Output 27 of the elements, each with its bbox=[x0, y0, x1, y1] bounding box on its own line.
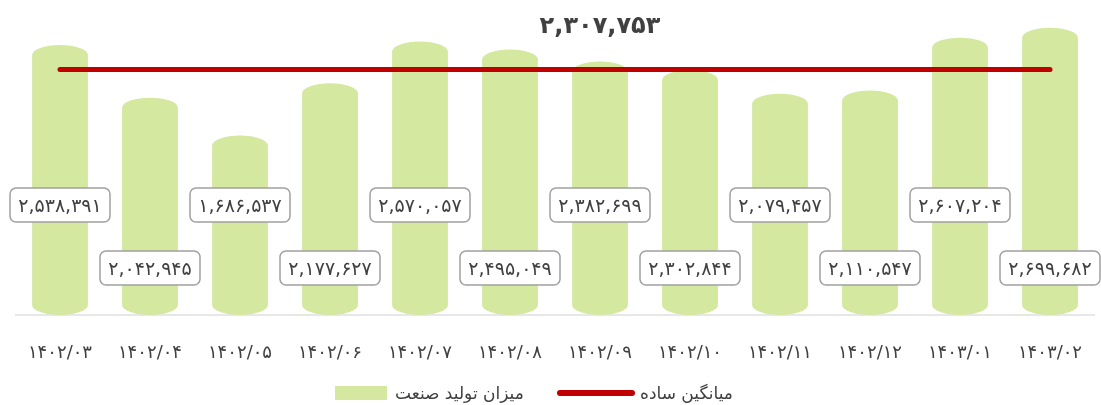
x-tick-label: ۱۴۰۳/۰۱ bbox=[927, 341, 993, 362]
data-label: ۲,۴۹۵,۰۴۹ bbox=[468, 257, 552, 279]
x-tick-label: ۱۴۰۲/۰۴ bbox=[117, 341, 183, 362]
data-label: ۲,۵۳۸,۳۹۱ bbox=[18, 194, 102, 216]
data-label: ۲,۶۹۹,۶۸۲ bbox=[1008, 257, 1092, 279]
x-tick-label: ۱۴۰۲/۱۱ bbox=[747, 341, 813, 362]
data-label: ۲,۱۷۷,۶۲۷ bbox=[288, 257, 372, 279]
x-tick-label: ۱۴۰۲/۰۸ bbox=[477, 341, 543, 362]
data-label: ۲,۳۰۲,۸۴۴ bbox=[648, 257, 732, 279]
data-label: ۲,۰۴۲,۹۴۵ bbox=[108, 257, 192, 279]
x-tick-label: ۱۴۰۲/۰۳ bbox=[27, 341, 93, 362]
data-label: ۱,۶۸۶,۵۳۷ bbox=[198, 194, 282, 216]
legend-label: میزان تولید صنعت bbox=[395, 383, 524, 403]
data-label: ۲,۶۰۷,۲۰۴ bbox=[918, 194, 1002, 216]
legend-label: میانگین ساده bbox=[640, 383, 733, 403]
x-tick-label: ۱۴۰۳/۰۲ bbox=[1017, 341, 1083, 362]
data-label: ۲,۰۷۹,۴۵۷ bbox=[738, 194, 822, 216]
x-tick-label: ۱۴۰۲/۰۶ bbox=[297, 341, 363, 362]
data-label: ۲,۵۷۰,۰۵۷ bbox=[378, 194, 462, 216]
x-tick-label: ۱۴۰۲/۱۲ bbox=[837, 341, 903, 362]
x-tick-label: ۱۴۰۲/۰۵ bbox=[207, 341, 273, 362]
x-tick-label: ۱۴۰۲/۰۹ bbox=[567, 341, 633, 362]
x-tick-label: ۱۴۰۲/۱۰ bbox=[657, 341, 723, 362]
x-tick-label: ۱۴۰۲/۰۷ bbox=[387, 341, 453, 362]
data-label: ۲,۳۸۲,۶۹۹ bbox=[558, 194, 642, 216]
data-label: ۲,۱۱۰,۵۴۷ bbox=[828, 257, 912, 279]
data-label: ۲,۳۰۷,۷۵۳ bbox=[539, 11, 661, 40]
